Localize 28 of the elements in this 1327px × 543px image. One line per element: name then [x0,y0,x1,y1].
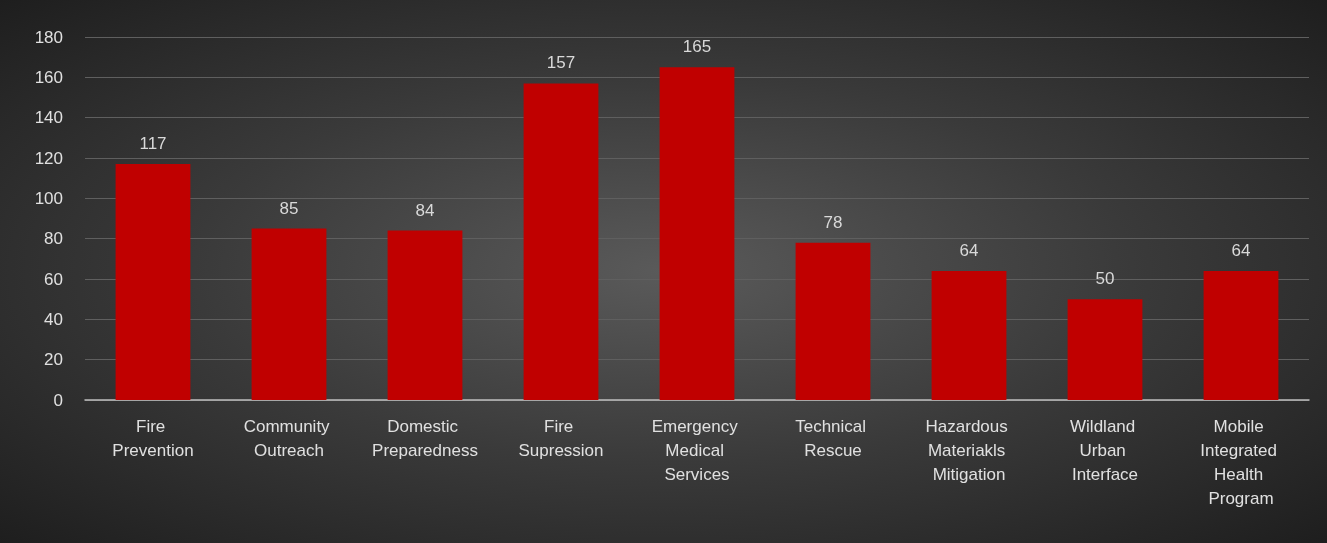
x-tick-label: Fire Prevention [112,416,194,460]
y-tick-label: 80 [44,229,63,249]
data-label: 50 [1095,269,1115,289]
x-tick-label: Emergency Medical Services [651,416,743,484]
y-tick-label: 160 [34,67,63,87]
data-label: 117 [139,134,167,154]
data-label: 165 [682,37,712,57]
y-tick-label: 40 [44,309,63,329]
y-tick-label: 180 [34,27,63,47]
data-label: 84 [415,200,435,220]
data-label: 78 [823,212,843,232]
x-tick-label: Domestic Preparedness [372,416,478,460]
data-label: 85 [279,198,299,218]
y-tick-label: 100 [34,188,63,208]
x-tick-label: Community Outreach [243,416,335,460]
data-label: 157 [546,53,576,73]
y-tick-label: 140 [34,108,63,128]
x-tick-label: Mobile Integrated Health Program [1200,416,1282,508]
y-tick-label: 60 [44,269,63,289]
x-tick-label: Wildland Urban Interface [1070,416,1140,484]
data-label: 64 [1231,240,1251,260]
y-tick-label: 20 [44,350,63,370]
y-tick-label: 120 [34,148,63,168]
x-tick-label: Technical Rescue [795,416,871,460]
x-tick-label: Fire Supression [518,416,604,460]
data-label: 64 [959,240,979,260]
x-tick-label: Hazardous Materiakls Mitigation [925,416,1013,484]
y-tick-label: 0 [53,390,63,410]
